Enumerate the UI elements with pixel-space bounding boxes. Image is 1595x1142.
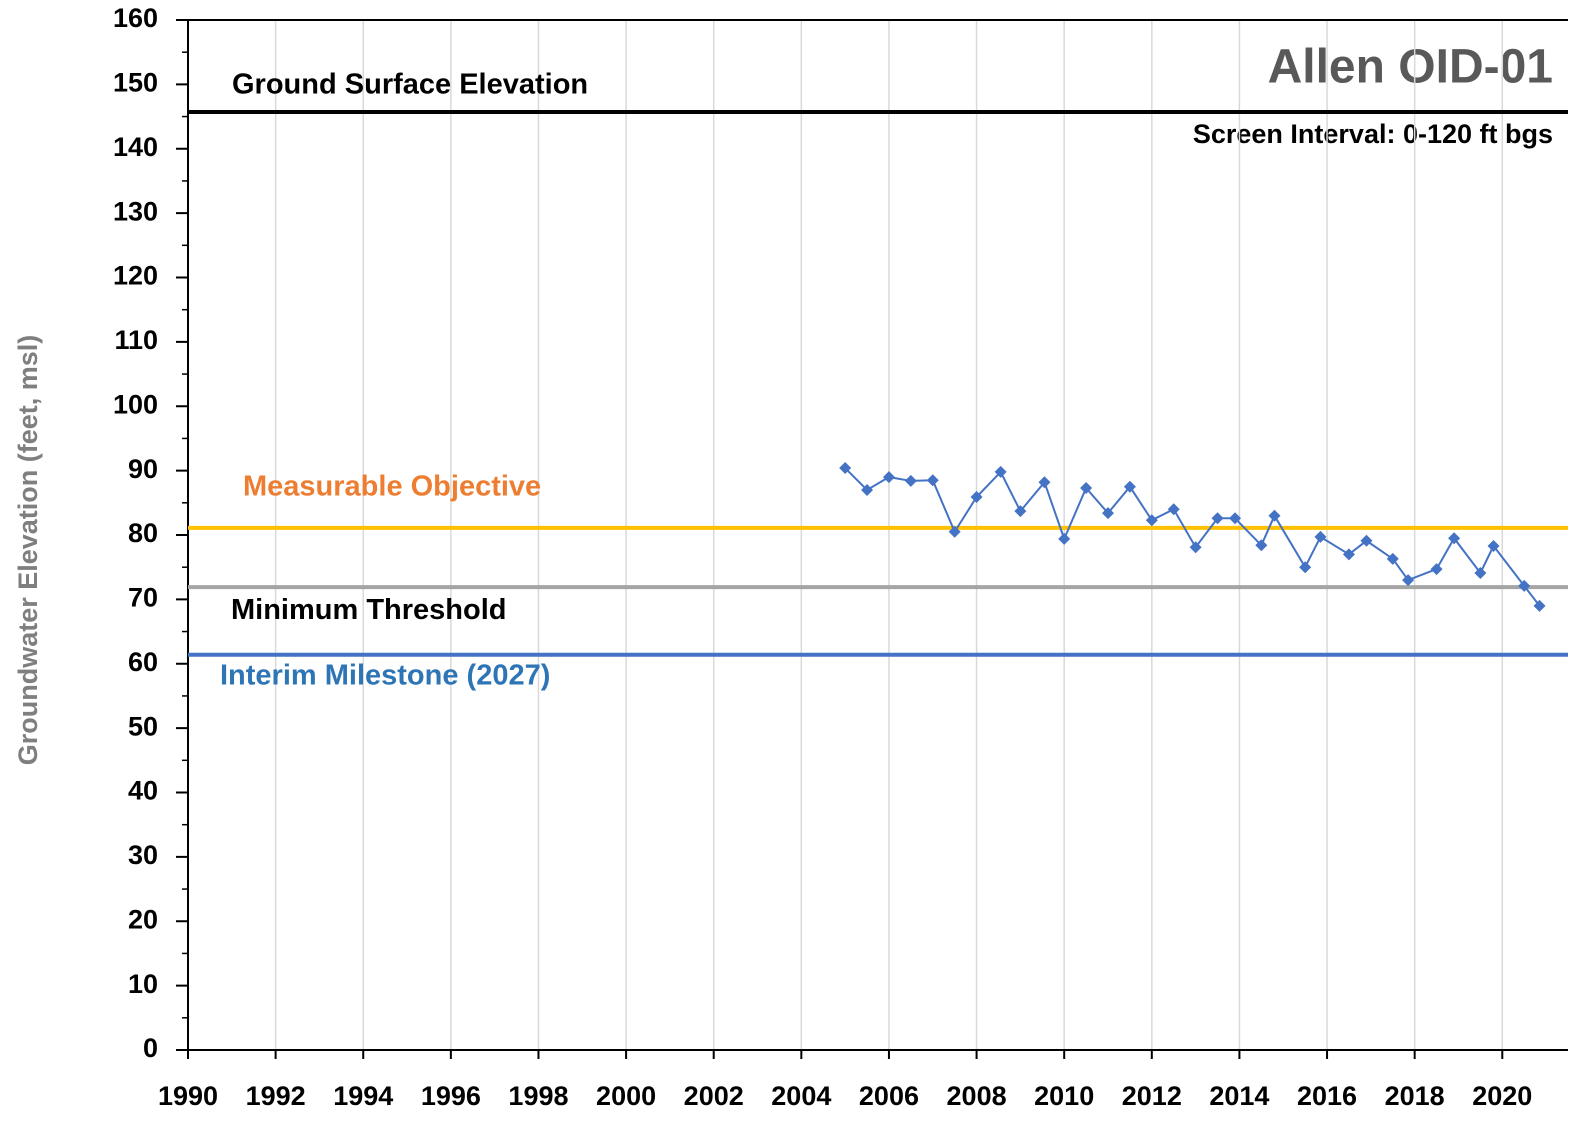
- x-tick-label: 1994: [333, 1081, 393, 1111]
- data-point: [1533, 599, 1546, 612]
- data-point: [926, 474, 939, 487]
- reference-label: Minimum Threshold: [231, 594, 507, 626]
- x-tick-label: 1990: [158, 1081, 218, 1111]
- data-point: [1167, 503, 1180, 516]
- y-tick-label: 140: [113, 132, 158, 162]
- x-tick-label: 1996: [421, 1081, 481, 1111]
- data-point: [1229, 512, 1242, 525]
- data-point: [839, 462, 852, 475]
- data-point: [1487, 539, 1500, 552]
- data-point: [1268, 509, 1281, 522]
- y-tick-label: 40: [128, 776, 158, 806]
- x-tick-label: 2016: [1297, 1081, 1357, 1111]
- x-tick-label: 2002: [684, 1081, 744, 1111]
- data-point: [1123, 480, 1136, 493]
- x-tick-label: 2018: [1385, 1081, 1445, 1111]
- data-point: [882, 471, 895, 484]
- data-point: [904, 474, 917, 487]
- y-tick-label: 0: [143, 1033, 158, 1063]
- y-tick-label: 80: [128, 518, 158, 548]
- data-point: [1360, 534, 1373, 547]
- data-point: [1518, 579, 1531, 592]
- data-point: [861, 483, 874, 496]
- x-tick-label: 2000: [596, 1081, 656, 1111]
- reference-label: Interim Milestone (2027): [220, 659, 550, 691]
- data-point: [994, 465, 1007, 478]
- data-point: [1386, 552, 1399, 565]
- x-tick-label: 2008: [947, 1081, 1007, 1111]
- x-tick-label: 2004: [771, 1081, 831, 1111]
- data-point: [1255, 539, 1268, 552]
- data-point: [1145, 514, 1158, 527]
- x-tick-label: 2020: [1472, 1081, 1532, 1111]
- data-point: [1299, 561, 1312, 574]
- chart-subtitle: Screen Interval: 0-120 ft bgs: [1193, 119, 1553, 149]
- y-tick-label: 50: [128, 711, 158, 741]
- data-point: [948, 525, 961, 538]
- data-point: [1080, 482, 1093, 495]
- x-tick-label: 1992: [246, 1081, 306, 1111]
- x-tick-label: 1998: [508, 1081, 568, 1111]
- data-point: [1342, 548, 1355, 561]
- data-point: [1448, 532, 1461, 545]
- x-tick-label: 2010: [1034, 1081, 1094, 1111]
- reference-label: Ground Surface Elevation: [232, 69, 588, 101]
- reference-label: Measurable Objective: [243, 471, 541, 503]
- y-tick-label: 150: [113, 68, 158, 98]
- y-tick-label: 60: [128, 647, 158, 677]
- chart-title: Allen OID-01: [1268, 41, 1553, 94]
- data-point: [1474, 566, 1487, 579]
- x-tick-label: 2006: [859, 1081, 919, 1111]
- y-tick-label: 70: [128, 583, 158, 613]
- data-point: [1102, 507, 1114, 520]
- data-point: [1038, 476, 1051, 489]
- y-tick-label: 130: [113, 196, 158, 226]
- y-tick-label: 10: [128, 969, 158, 999]
- data-point: [1430, 563, 1443, 576]
- data-point: [1211, 512, 1224, 525]
- y-tick-label: 110: [114, 325, 158, 355]
- data-point: [1058, 532, 1071, 545]
- y-tick-label: 160: [113, 3, 158, 33]
- x-tick-label: 2012: [1122, 1081, 1182, 1111]
- data-point: [1314, 530, 1327, 543]
- x-tick-label: 2014: [1209, 1081, 1269, 1111]
- y-tick-label: 100: [113, 389, 158, 419]
- y-tick-label: 30: [128, 840, 158, 870]
- y-axis-label: Groundwater Elevation (feet, msl): [13, 335, 43, 766]
- y-tick-label: 20: [128, 904, 158, 934]
- data-point: [1402, 574, 1415, 587]
- data-point: [1014, 505, 1027, 518]
- y-tick-label: 120: [113, 261, 158, 291]
- data-point: [970, 491, 983, 504]
- data-point: [1189, 541, 1202, 554]
- y-tick-label: 90: [128, 454, 158, 484]
